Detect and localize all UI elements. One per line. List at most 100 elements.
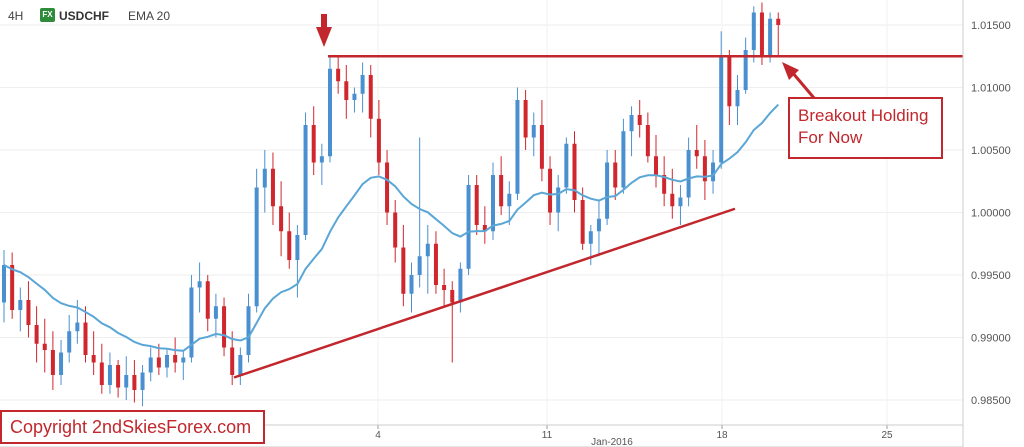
candle-body — [213, 306, 218, 319]
candle-body — [491, 175, 495, 232]
candle-body — [776, 18, 781, 25]
trendlines — [233, 14, 963, 379]
symbol-label[interactable]: USDCHF — [59, 9, 109, 23]
y-tick-label: 0.99500 — [971, 270, 1011, 282]
candle-body — [336, 68, 341, 82]
candle-body — [759, 12, 764, 57]
y-tick-label: 0.99000 — [971, 333, 1011, 345]
timeframe-label[interactable]: 4H — [8, 9, 24, 23]
candle-body — [352, 93, 357, 100]
candle-body — [539, 125, 544, 169]
y-tick-label: 1.00500 — [971, 145, 1011, 157]
candle-body — [588, 231, 593, 244]
candle-body — [303, 125, 308, 235]
candle-body — [344, 81, 349, 100]
candle-body — [433, 243, 438, 285]
candle-body — [189, 287, 194, 358]
candle-body — [173, 355, 178, 363]
y-tick-label: 1.00000 — [971, 208, 1011, 220]
ema-20-line — [3, 103, 780, 352]
x-month-label: Jan-2016 — [591, 437, 633, 447]
candle-body — [711, 162, 716, 182]
candle-body — [637, 115, 642, 125]
candle-body — [474, 185, 479, 225]
x-tick-label: 4 — [375, 430, 381, 441]
candle-body — [425, 243, 430, 257]
candle-body — [393, 212, 398, 248]
candle-body — [165, 355, 169, 368]
candle-body — [482, 225, 487, 232]
candle-body — [10, 265, 15, 310]
candle-body — [328, 68, 332, 157]
candle-body — [279, 206, 284, 232]
candle-body — [295, 235, 300, 260]
candlestick-series — [2, 2, 781, 407]
candle-body — [523, 100, 528, 138]
candle-body — [26, 300, 31, 325]
candle-body — [246, 306, 251, 355]
candle-body — [499, 175, 504, 207]
candle-body — [262, 168, 267, 188]
candle-body — [34, 325, 39, 344]
copyright-box: Copyright 2ndSkiesForex.com — [0, 410, 265, 444]
candle-body — [694, 150, 699, 157]
y-tick-label: 0.98500 — [971, 395, 1011, 407]
candle-body — [605, 162, 610, 219]
candle-body — [107, 365, 112, 385]
candle-body — [42, 343, 47, 350]
candle-body — [401, 247, 406, 294]
candle-body — [450, 290, 455, 303]
candle-body — [613, 162, 618, 188]
candle-body — [515, 100, 520, 194]
candle-body — [466, 185, 471, 269]
candle-body — [132, 375, 137, 390]
candle-body — [50, 350, 55, 375]
breakout-arrow-icon — [782, 62, 799, 80]
candle-body — [156, 357, 161, 368]
candle-body — [75, 322, 80, 332]
y-tick-label: 1.01500 — [971, 20, 1011, 32]
indicator-label[interactable]: EMA 20 — [128, 9, 171, 23]
candle-body — [564, 143, 569, 188]
candle-body — [442, 285, 447, 290]
candle-body — [678, 197, 683, 207]
candle-body — [417, 256, 422, 275]
candle-body — [751, 12, 756, 50]
breakout-annotation-line1: Breakout Holding — [798, 106, 929, 125]
ema-line — [3, 103, 780, 352]
candle-body — [702, 156, 707, 182]
candle-body — [556, 187, 561, 213]
candle-body — [222, 306, 227, 348]
candle-body — [230, 347, 235, 375]
candle-body — [376, 118, 381, 163]
candle-body — [319, 156, 324, 163]
candle-body — [18, 300, 23, 310]
candle-body — [270, 168, 275, 207]
candle-body — [254, 187, 259, 307]
candle-body — [645, 125, 650, 157]
candle-body — [670, 193, 675, 207]
candle-body — [140, 372, 145, 390]
candle-body — [719, 56, 724, 163]
peak-arrow-stem — [321, 14, 327, 28]
candle-body — [743, 50, 748, 90]
candle-body — [629, 115, 634, 132]
candle-body — [116, 365, 121, 388]
x-tick-label: 25 — [881, 430, 893, 441]
candle-body — [727, 56, 732, 107]
candle-body — [91, 355, 96, 363]
chart-grid — [0, 0, 963, 425]
breakout-arrow-shaft — [790, 71, 816, 99]
fx-badge-icon: FX — [40, 8, 55, 22]
candle-body — [735, 90, 740, 107]
candle-body — [2, 265, 6, 303]
candle-body — [124, 375, 129, 388]
candle-body — [360, 75, 365, 94]
x-tick-label: 18 — [716, 430, 728, 441]
candle-body — [621, 131, 626, 188]
candle-body — [458, 268, 463, 303]
candle-body — [768, 18, 773, 57]
candle-body — [654, 156, 658, 175]
